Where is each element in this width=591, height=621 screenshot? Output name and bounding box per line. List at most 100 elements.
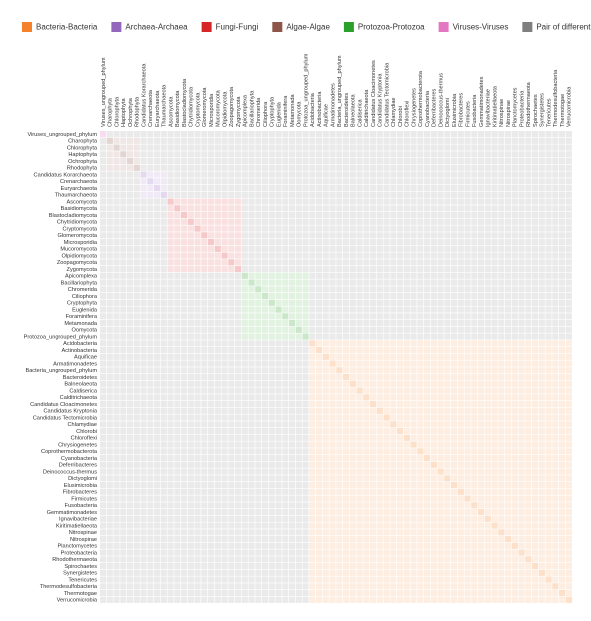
cell [545, 387, 552, 394]
cell [181, 488, 188, 495]
cell [538, 239, 545, 246]
cell [498, 515, 505, 522]
cell [518, 401, 525, 408]
cell [221, 495, 228, 502]
cell [201, 414, 208, 421]
cell [559, 185, 566, 192]
cell [295, 333, 302, 340]
cell [221, 407, 228, 414]
cell [255, 178, 262, 185]
cell [181, 218, 188, 225]
cell [430, 360, 437, 367]
cell [376, 515, 383, 522]
cell [268, 212, 275, 219]
cell [518, 536, 525, 543]
cell [302, 502, 309, 509]
cell [478, 252, 485, 259]
cell [356, 185, 363, 192]
cell [221, 286, 228, 293]
cell [484, 299, 491, 306]
cell [181, 144, 188, 151]
cell [282, 293, 289, 300]
cell [221, 293, 228, 300]
cell [356, 542, 363, 549]
cell [201, 569, 208, 576]
cell [437, 293, 444, 300]
cell [160, 191, 167, 198]
cell [174, 185, 181, 192]
cell [511, 542, 518, 549]
cell [464, 266, 471, 273]
cell [471, 495, 478, 502]
cell [133, 306, 140, 313]
cell [511, 401, 518, 408]
cell [187, 569, 194, 576]
cell [235, 151, 242, 158]
cell [154, 536, 161, 543]
cell [437, 542, 444, 549]
cell [127, 158, 134, 165]
cell [552, 522, 559, 529]
cell [390, 178, 397, 185]
cell [356, 205, 363, 212]
cell [498, 306, 505, 313]
cell [147, 326, 154, 333]
cell [127, 252, 134, 259]
cell [140, 252, 147, 259]
cell [100, 414, 107, 421]
cell [464, 428, 471, 435]
cell [100, 266, 107, 273]
cell [147, 171, 154, 178]
cell [424, 326, 431, 333]
cell [214, 347, 221, 354]
cell [167, 191, 174, 198]
cell [228, 185, 235, 192]
cell [532, 542, 539, 549]
cell [289, 306, 296, 313]
cell [545, 569, 552, 576]
cell [154, 542, 161, 549]
cell [430, 353, 437, 360]
cell [282, 259, 289, 266]
cell [370, 549, 377, 556]
cell [545, 441, 552, 448]
cell [390, 569, 397, 576]
cell [565, 529, 572, 536]
cell [478, 556, 485, 563]
cell [437, 380, 444, 387]
cell [322, 225, 329, 232]
cell [559, 461, 566, 468]
cell [329, 475, 336, 482]
cell [545, 353, 552, 360]
cell [518, 245, 525, 252]
cell [417, 326, 424, 333]
cell [241, 387, 248, 394]
cell [370, 515, 377, 522]
cell [511, 380, 518, 387]
cell [370, 313, 377, 320]
cell [356, 286, 363, 293]
cell [194, 164, 201, 171]
cell [322, 333, 329, 340]
cell [214, 482, 221, 489]
cell [559, 347, 566, 354]
cell [525, 522, 532, 529]
cell [437, 549, 444, 556]
cell [430, 495, 437, 502]
column-label: Chlorophyta [114, 96, 120, 127]
cell [538, 414, 545, 421]
cell [444, 569, 451, 576]
cell [370, 225, 377, 232]
cell [505, 299, 512, 306]
cell [208, 340, 215, 347]
cell [133, 434, 140, 441]
row-label: Caldiserica [69, 388, 98, 394]
cell [160, 522, 167, 529]
cell [221, 502, 228, 509]
cell [511, 536, 518, 543]
cell [295, 252, 302, 259]
cell [255, 421, 262, 428]
cell [241, 333, 248, 340]
cell [201, 185, 208, 192]
cell [356, 131, 363, 138]
